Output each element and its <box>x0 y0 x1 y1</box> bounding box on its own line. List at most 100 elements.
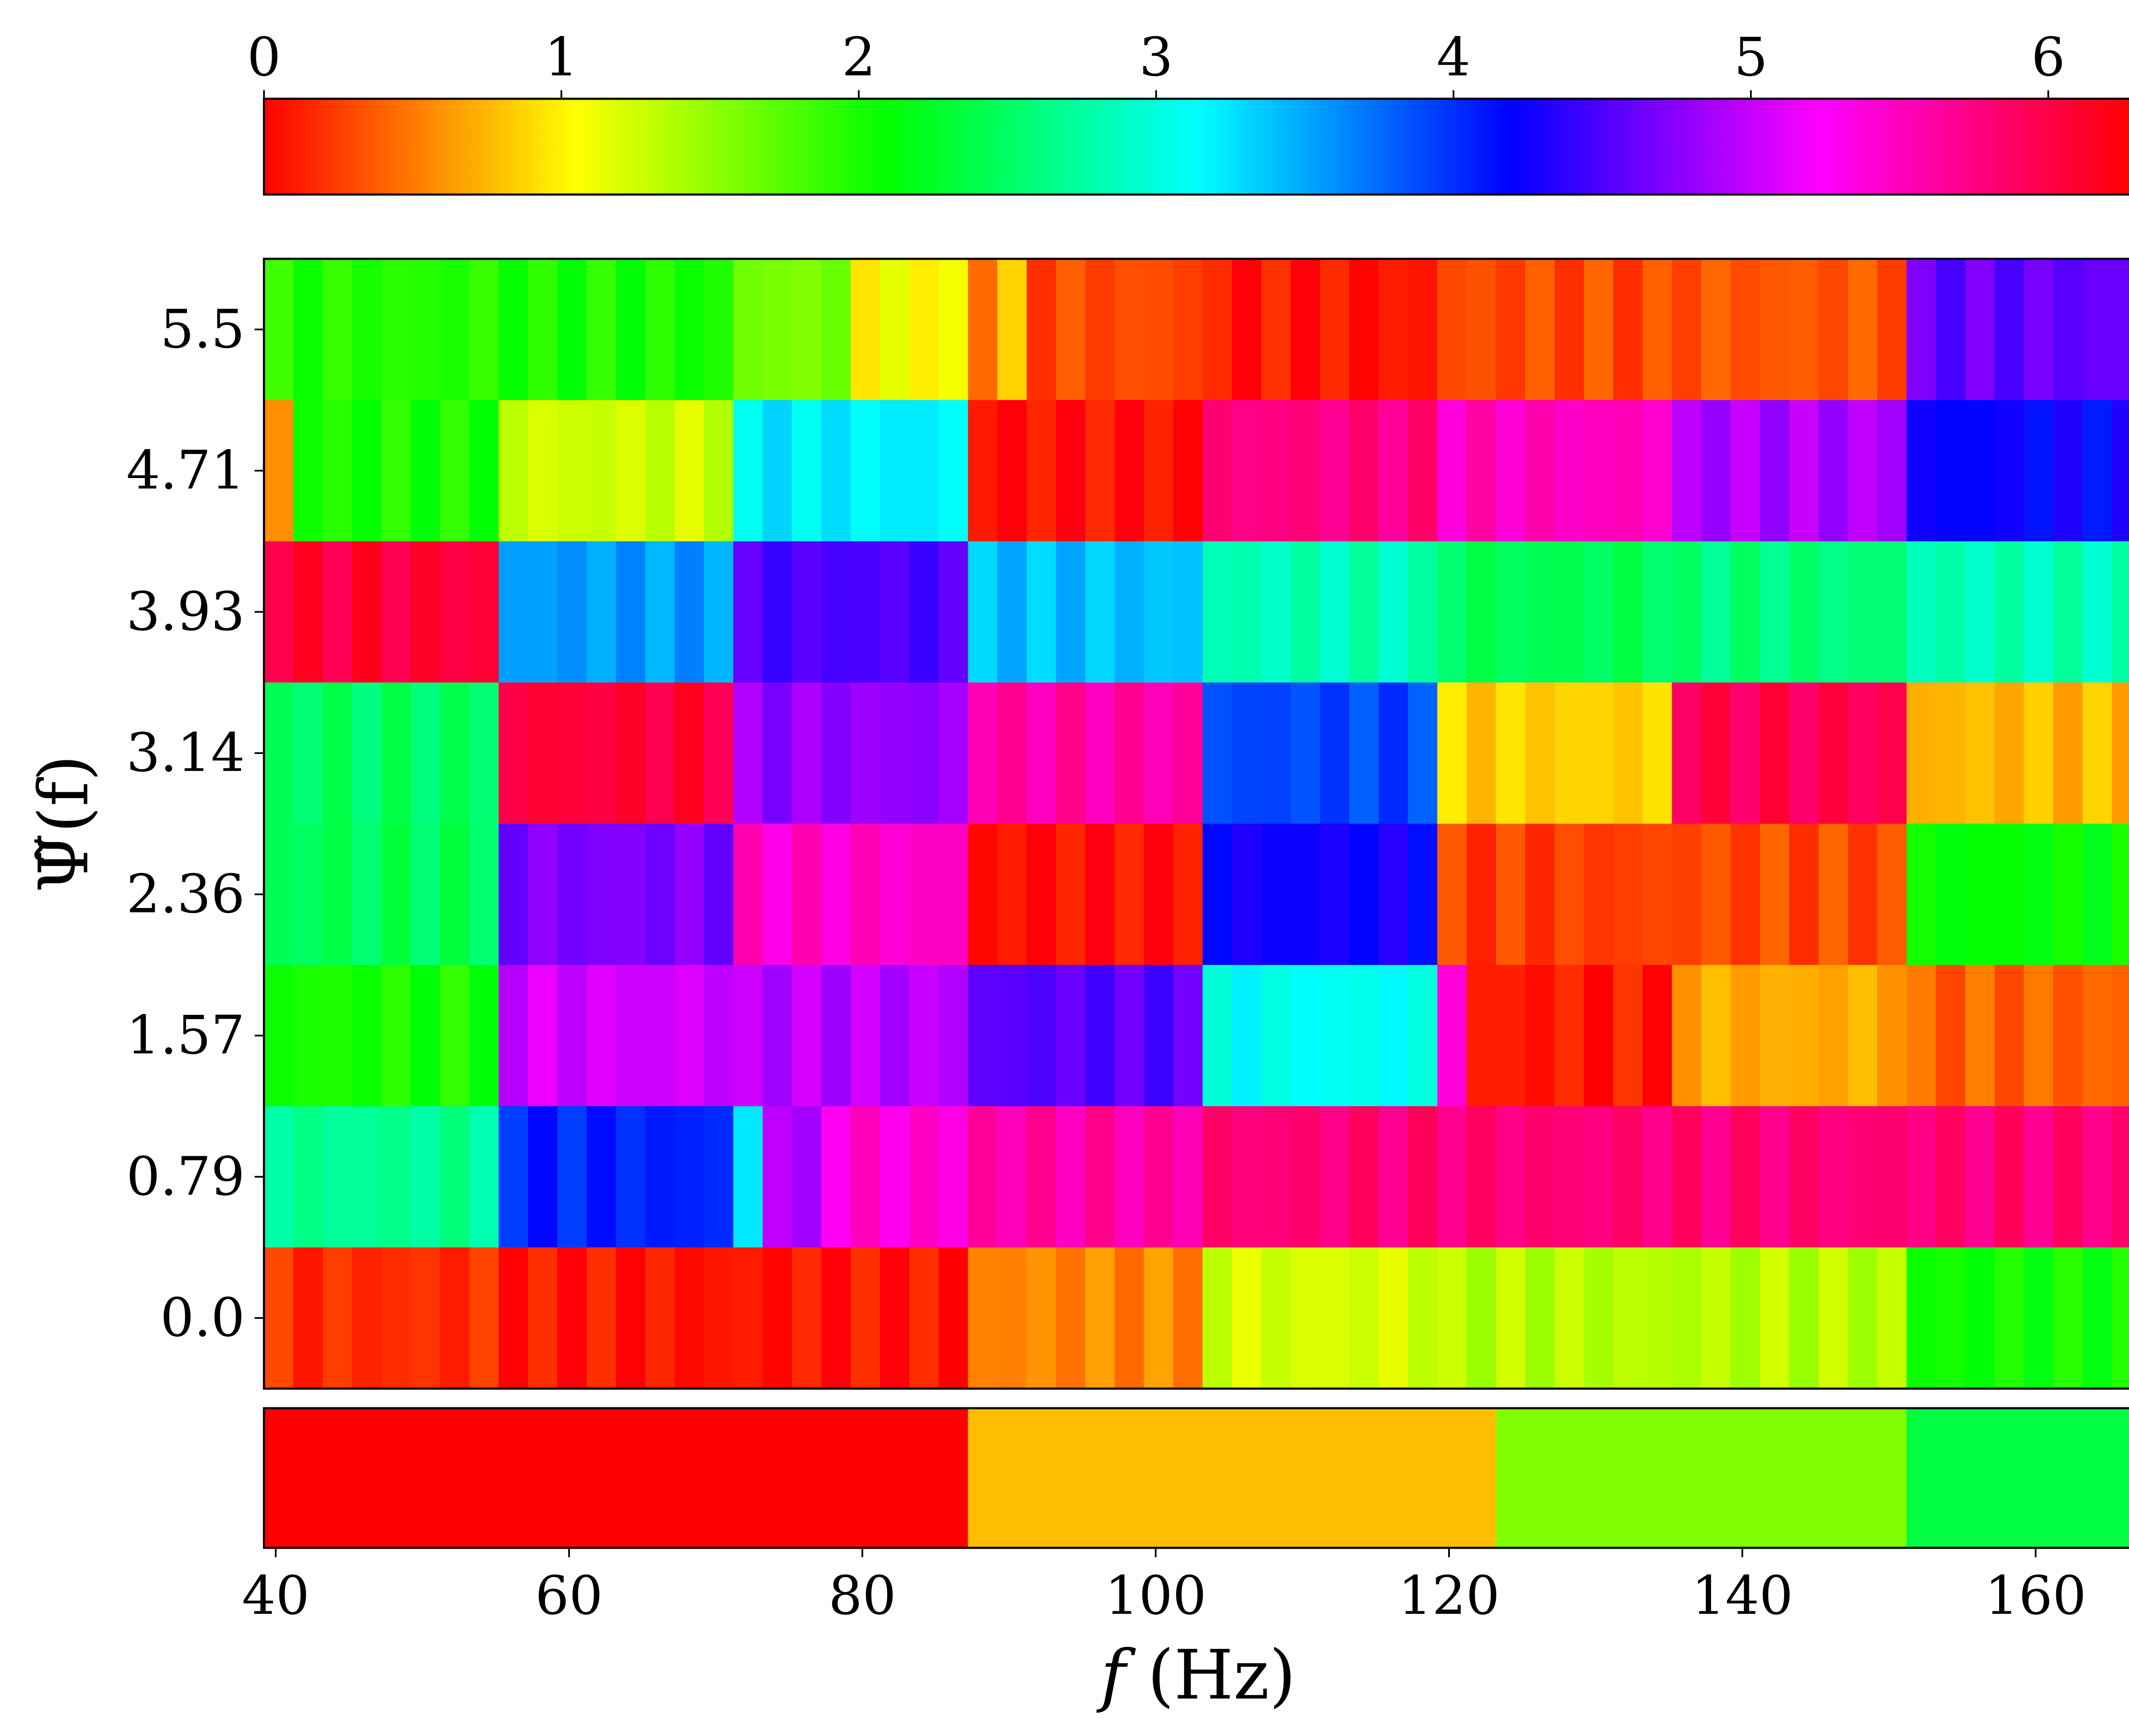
colorbar-frame <box>263 97 2129 196</box>
heatmap-cell <box>1760 541 1790 683</box>
heatmap-cell <box>1877 824 1907 965</box>
heatmap-cell <box>1730 1106 1760 1248</box>
heatmap-cell <box>1378 1247 1409 1389</box>
heatmap-cell <box>792 682 822 824</box>
heatmap-cell <box>763 400 792 542</box>
heatmap-cell <box>909 965 939 1107</box>
x-tick-label: 40 <box>242 1565 310 1627</box>
axis-labels: f (Hz) Ψ̃(f) <box>24 755 1296 1715</box>
heatmap-cell <box>1466 965 1496 1107</box>
heatmap-cell <box>1936 400 1966 542</box>
heatmap-cell <box>2112 400 2129 542</box>
heatmap-cell <box>1378 965 1409 1107</box>
heatmap-cell <box>322 259 353 401</box>
heatmap-cell <box>1848 541 1878 683</box>
heatmap-cell <box>1290 400 1320 542</box>
heatmap-cell <box>2082 1106 2112 1248</box>
heatmap-cell <box>1290 259 1320 401</box>
heatmap-cell <box>1290 682 1320 824</box>
heatmap-cell <box>469 259 499 401</box>
heatmap-cell <box>938 1247 969 1389</box>
heatmap-cell <box>850 824 881 965</box>
heatmap-cell <box>440 259 470 401</box>
heatmap-cell <box>440 824 470 965</box>
heatmap-cell <box>1290 965 1320 1107</box>
heatmap-cell <box>1173 400 1203 542</box>
heatmap-cell <box>528 824 558 965</box>
heatmap-cell <box>821 682 851 824</box>
heatmap-cell <box>1760 682 1790 824</box>
heatmap-cell <box>352 400 382 542</box>
heatmap-cell <box>352 682 382 824</box>
heatmap-cell <box>1525 259 1555 401</box>
heatmap-cell <box>1906 1247 1937 1389</box>
heatmap-cell <box>1144 1106 1174 1248</box>
heatmap-cell <box>1408 824 1438 965</box>
heatmap-cell <box>322 824 353 965</box>
heatmap-cell <box>1320 682 1350 824</box>
heatmap-cell <box>1642 1247 1673 1389</box>
heatmap-cell <box>1642 1106 1673 1248</box>
heatmap-cell <box>1027 400 1056 542</box>
heatmap-cell <box>704 541 734 683</box>
heatmap-cell <box>674 259 705 401</box>
heatmap-cell <box>1818 824 1848 965</box>
heatmap-cell <box>792 1106 822 1248</box>
heatmap-cell <box>322 682 353 824</box>
heatmap-cell <box>1496 259 1526 401</box>
heatmap-cell <box>264 1247 294 1389</box>
heatmap-cell <box>674 965 705 1107</box>
heatmap-cell <box>1525 541 1555 683</box>
heatmap-cell <box>1613 965 1643 1107</box>
heatmap-cell <box>2053 824 2083 965</box>
heatmap-cell <box>909 1106 939 1248</box>
heatmap-cell <box>938 400 969 542</box>
heatmap-cell <box>1232 400 1262 542</box>
heatmap-cell <box>1525 682 1555 824</box>
heatmap-cell <box>1202 682 1233 824</box>
heatmap-cell <box>645 965 675 1107</box>
heatmap-cell <box>1730 400 1760 542</box>
heatmap-cell <box>1818 541 1848 683</box>
heatmap-cell <box>2082 824 2112 965</box>
heatmap-cell <box>1525 824 1555 965</box>
heatmap-cell <box>1085 965 1115 1107</box>
heatmap-cell <box>704 259 734 401</box>
colorbar-tick-label: 5 <box>1734 26 1768 88</box>
heatmap-cell <box>1349 400 1379 542</box>
heatmap-cell <box>2112 682 2129 824</box>
heatmap-cell <box>763 541 792 683</box>
heatmap-cell <box>499 400 528 542</box>
heatmap-cell <box>322 1106 353 1248</box>
x-tick-label: 80 <box>829 1565 896 1627</box>
heatmap-cell <box>850 1247 881 1389</box>
heatmap-cell <box>1437 682 1467 824</box>
heatmap-cell <box>1437 259 1467 401</box>
band-segment <box>968 1408 1496 1548</box>
heatmap-cell <box>1818 400 1848 542</box>
heatmap-cell <box>880 400 910 542</box>
heatmap-cell <box>499 1106 528 1248</box>
heatmap-cell <box>410 965 441 1107</box>
heatmap-cell <box>1554 541 1584 683</box>
heatmap-cell <box>850 965 881 1107</box>
heatmap-cell <box>1584 965 1614 1107</box>
heatmap-cell <box>1701 965 1731 1107</box>
heatmap-cell <box>1730 682 1760 824</box>
heatmap-cell <box>968 1106 998 1248</box>
heatmap-cell <box>2112 1106 2129 1248</box>
heatmap-cell <box>440 1106 470 1248</box>
heatmap-cell <box>2112 824 2129 965</box>
heatmap-cell <box>557 259 587 401</box>
heatmap-cell <box>1320 541 1350 683</box>
heatmap-cell <box>1408 400 1438 542</box>
heatmap-cell <box>1349 259 1379 401</box>
heatmap-cell <box>1144 1247 1174 1389</box>
heatmap-cell <box>909 541 939 683</box>
y-tick-label: 1.57 <box>126 1005 245 1066</box>
heatmap-cell <box>1818 965 1848 1107</box>
heatmap-cell <box>1730 965 1760 1107</box>
heatmap-cell <box>1114 824 1145 965</box>
heatmap-cell <box>557 400 587 542</box>
